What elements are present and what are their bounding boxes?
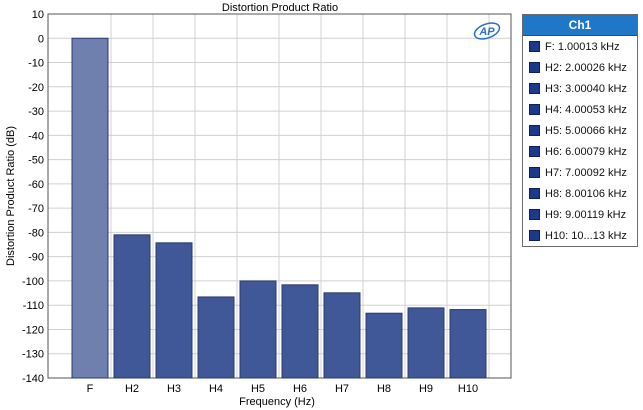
legend-swatch [529,62,540,73]
bar-h6 [281,284,319,379]
y-axis-label: Distortion Product Ratio (dB) [5,126,17,266]
y-tick-label: -130 [22,349,44,361]
legend-swatch [529,104,540,115]
y-tick-label: -40 [28,130,44,142]
x-tick-label: H4 [209,383,223,395]
legend-panel: Ch1 F: 1.00013 kHz H2: 2.00026 kHz H3: 3.0… [522,14,638,247]
legend-item[interactable]: H4: 4.00053 kHz [523,99,637,120]
bar-h3 [155,242,193,379]
x-tick-label: H10 [458,383,478,395]
legend-item-label: H2: 2.00026 kHz [545,61,627,74]
bar-h2 [113,234,151,379]
legend-swatch [529,146,540,157]
x-tick-label: H5 [251,383,265,395]
y-tick-label: -140 [22,373,44,385]
legend-swatch [529,188,540,199]
legend-item-label: H6: 6.00079 kHz [545,145,627,158]
legend-header: Ch1 [523,15,637,36]
x-tick-label: H8 [377,383,391,395]
legend-item[interactable]: H3: 3.00040 kHz [523,78,637,99]
legend-item[interactable]: H8: 8.00106 kHz [523,183,637,204]
y-tick-label: -50 [28,155,44,167]
bar-f [71,37,109,379]
x-tick-label: H3 [167,383,181,395]
legend-swatch [529,125,540,136]
bar-h9 [407,307,445,379]
y-tick-labels: 10 0 -10 -20 -30 -40 -50 -60 -70 -80 -90 -100 -110 -1… [22,9,44,385]
legend-item[interactable]: H5: 5.00066 kHz [523,120,637,141]
y-tick-label: 0 [38,33,44,45]
y-tick-label: -70 [28,203,44,215]
bar-h8 [365,312,403,379]
legend-item-label: H10: 10...13 kHz [545,229,627,242]
legend-item-label: F: 1.00013 kHz [545,40,620,53]
legend-item[interactable]: H7: 7.00092 kHz [523,162,637,183]
ap-logo: AP [473,22,501,40]
legend-swatch [529,230,540,241]
legend-swatch [529,167,540,178]
bar-h5 [239,280,277,379]
legend-item-label: H8: 8.00106 kHz [545,187,627,200]
bar-h7 [323,292,361,379]
x-tick-label: H2 [125,383,139,395]
legend-items: F: 1.00013 kHz H2: 2.00026 kHz H3: 3.00040… [523,36,637,246]
x-tick-label: F [87,383,94,395]
legend-item[interactable]: H2: 2.00026 kHz [523,57,637,78]
legend-swatch [529,83,540,94]
y-tick-label: -80 [28,227,44,239]
legend-swatch [529,41,540,52]
legend-item-label: H3: 3.00040 kHz [545,82,627,95]
bar-h4 [197,296,235,379]
legend-item-label: H5: 5.00066 kHz [545,124,627,137]
ap-logo-text: AP [478,26,495,38]
x-axis-label: Frequency (Hz) [239,396,315,408]
x-tick-label: H9 [419,383,433,395]
y-tick-label: -20 [28,82,44,94]
x-tick-labels: F H2 H3 H4 H5 H6 H7 H8 H9 H10 [87,383,478,395]
legend-item[interactable]: H10: 10...13 kHz [523,225,637,246]
y-tick-label: -60 [28,179,44,191]
y-tick-label: -110 [23,300,44,312]
y-tick-label: -90 [28,252,44,264]
y-tick-label: -120 [22,324,44,336]
legend-swatch [529,209,540,220]
legend-item[interactable]: F: 1.00013 kHz [523,36,637,57]
bar-h10 [449,309,487,379]
y-tick-label: -100 [22,276,44,288]
legend-item-label: H9: 9.00119 kHz [545,208,627,221]
legend-item[interactable]: H9: 9.00119 kHz [523,204,637,225]
legend-item-label: H7: 7.00092 kHz [545,166,627,179]
x-tick-label: H7 [335,383,349,395]
bars-group [71,37,487,379]
y-tick-label: 10 [32,9,44,21]
chart-title: Distortion Product Ratio [222,2,338,14]
legend-item-label: H4: 4.00053 kHz [545,103,627,116]
x-tick-label: H6 [293,383,307,395]
plot-area-border [47,13,512,379]
distortion-chart: Distortion Product Ratio 10 0 -10 -20 -30 -40… [5,2,512,408]
y-tick-label: -30 [28,106,44,118]
legend-item[interactable]: H6: 6.00079 kHz [523,141,637,162]
y-tick-label: -10 [28,58,44,70]
